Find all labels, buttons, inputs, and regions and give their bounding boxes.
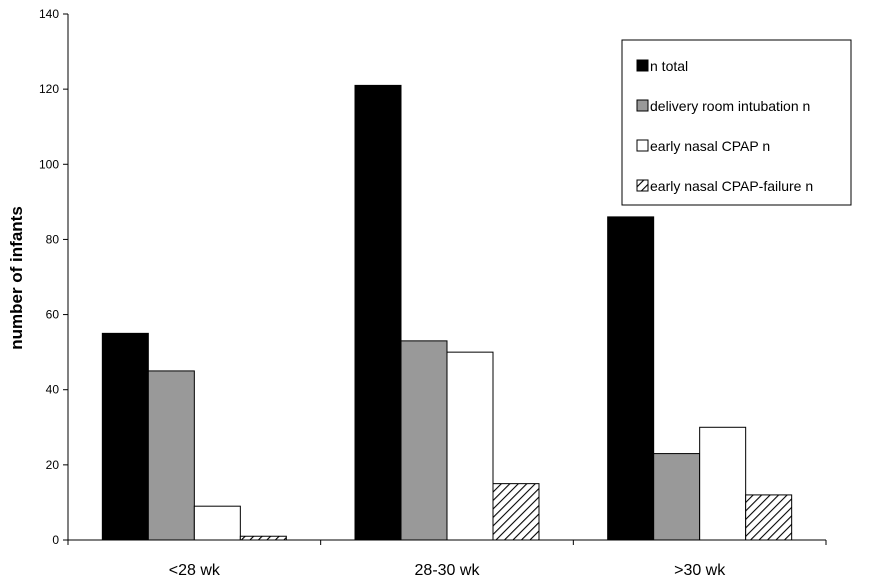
bars: [101, 84, 793, 541]
legend-swatch-2: [636, 99, 649, 112]
bar-4-3: [745, 494, 793, 541]
bar-1-2: [354, 84, 402, 541]
x-category-label: >30 wk: [674, 562, 726, 579]
bar-2-1: [147, 370, 195, 541]
y-axis-title: number of infants: [7, 206, 26, 350]
bar-3-3: [699, 426, 747, 541]
bar-2-2: [400, 340, 448, 541]
bar-4-2: [492, 483, 540, 541]
y-tick-label: 80: [46, 232, 60, 246]
legend-label-4: early nasal CPAP-failure n: [650, 178, 813, 194]
legend-box: [621, 39, 852, 206]
legend-swatch-3: [636, 139, 649, 152]
bar-1-3: [607, 216, 655, 541]
bar-2-3: [653, 453, 701, 541]
legend-label-3: early nasal CPAP n: [650, 138, 770, 154]
y-tick-label: 140: [39, 7, 59, 21]
axes: [67, 14, 827, 545]
y-tick-label: 100: [39, 157, 59, 171]
x-axis-labels: <28 wk 28-30 wk >30 wk: [169, 562, 726, 579]
bar-1-1: [101, 332, 149, 541]
legend-swatch-4: [636, 179, 649, 192]
y-tick-label: 0: [52, 533, 59, 547]
legend-label-1: n total: [650, 58, 688, 74]
legend-swatch-1: [636, 59, 649, 72]
y-tick-label: 60: [46, 308, 60, 322]
legend: n total delivery room intubation n early n…: [621, 39, 852, 206]
bar-4-1: [239, 535, 287, 541]
y-tick-label: 40: [46, 383, 60, 397]
y-tick-label: 120: [39, 82, 59, 96]
bar-3-2: [446, 351, 494, 541]
bar-3-1: [193, 505, 241, 541]
x-category-label: <28 wk: [169, 562, 221, 579]
y-tick-label: 20: [46, 458, 60, 472]
x-category-label: 28-30 wk: [415, 562, 481, 579]
legend-items: n total delivery room intubation n early n…: [636, 58, 813, 194]
legend-label-2: delivery room intubation n: [650, 98, 810, 114]
y-axis-ticks: 0 20 40 60 80 100 120 140: [39, 7, 68, 547]
